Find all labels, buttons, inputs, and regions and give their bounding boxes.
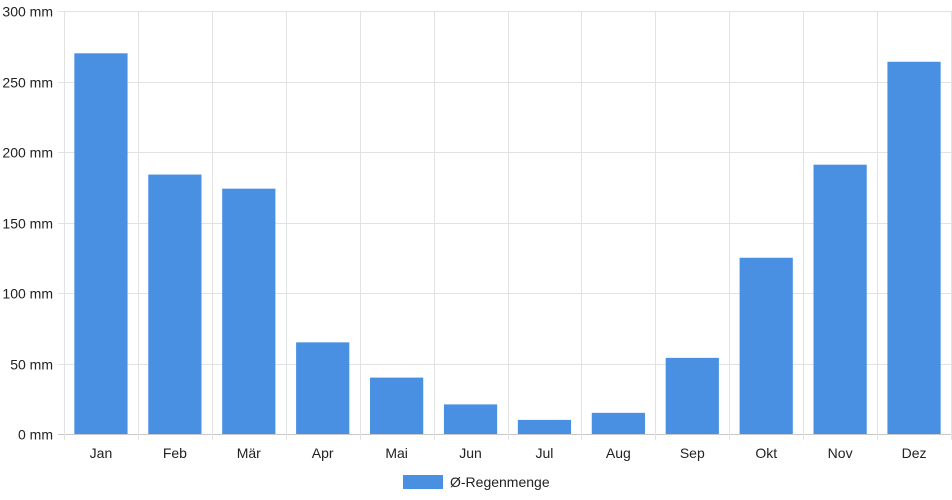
bar-Jan[interactable] [74,53,128,435]
x-tick-label: Jun [459,445,482,461]
y-tick-label: 200 mm [2,145,53,161]
axes: 0 mm 50 mm 100 mm 150 mm 200 mm 250 mm 300 mm J… [2,4,926,462]
bar-Mai[interactable] [370,377,424,434]
legend[interactable]: Ø-Regenmenge [403,474,550,490]
y-tick-label: 150 mm [2,216,53,232]
legend-swatch[interactable] [403,475,443,489]
y-tick-label: 250 mm [2,75,53,91]
y-tick-label: 0 mm [18,427,53,443]
x-tick-label: Apr [312,445,334,461]
bar-Mär[interactable] [222,188,276,434]
x-tick-label: Aug [606,445,631,461]
y-tick-label: 300 mm [2,4,53,20]
grid [58,11,952,440]
x-tick-label: Mai [385,445,408,461]
bar-Jun[interactable] [443,404,498,434]
x-tick-label: Jan [90,445,113,461]
bar-Apr[interactable] [296,342,350,434]
bar-Aug[interactable] [591,412,645,434]
bar-Jul[interactable] [517,419,572,434]
x-tick-label: Okt [755,445,777,461]
y-tick-label: 100 mm [2,286,53,302]
x-tick-label: Jul [536,445,554,461]
bar-Dez[interactable] [887,61,941,434]
x-tick-label: Feb [163,445,187,461]
y-tick-label: 50 mm [10,357,53,373]
bars [74,53,941,435]
bar-Nov[interactable] [813,164,867,434]
bar-Sep[interactable] [665,357,719,434]
x-tick-label: Mär [237,445,261,461]
x-tick-label: Dez [902,445,927,461]
x-tick-label: Sep [680,445,705,461]
legend-label[interactable]: Ø-Regenmenge [450,474,550,490]
bar-Feb[interactable] [148,174,202,434]
x-tick-label: Nov [828,445,853,461]
bar-Okt[interactable] [739,257,793,434]
